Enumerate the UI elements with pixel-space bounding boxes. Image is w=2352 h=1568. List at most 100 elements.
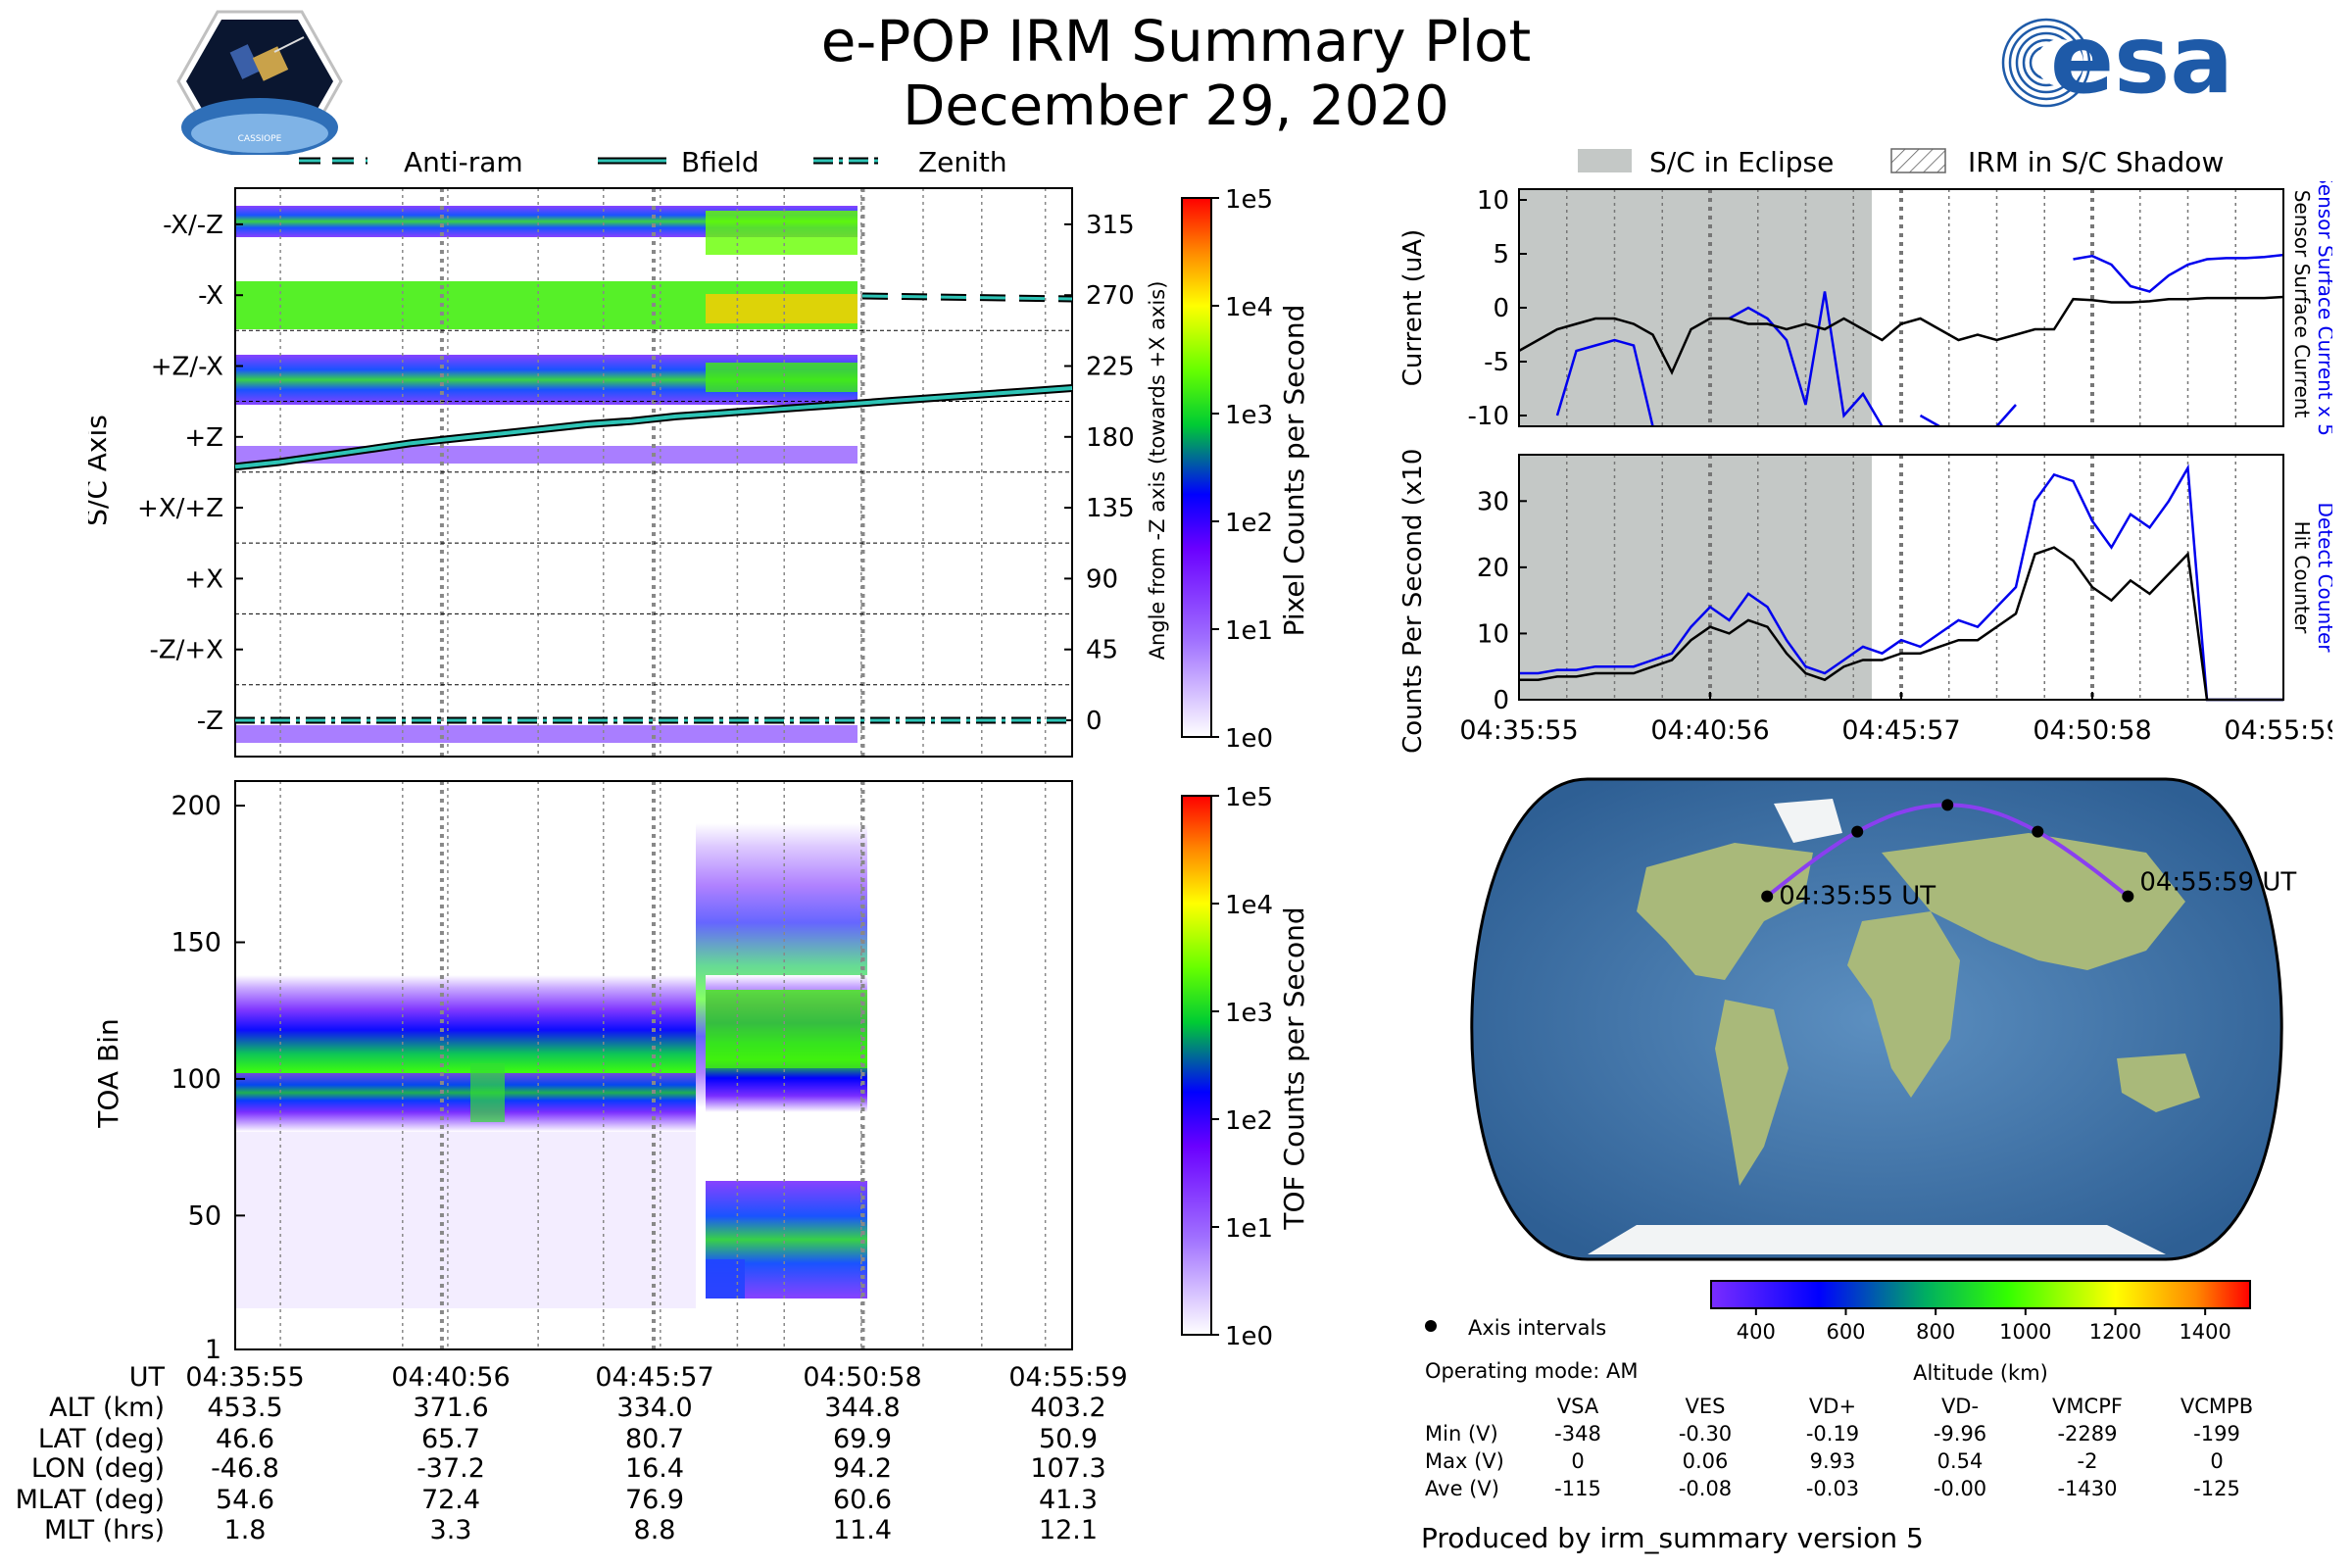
sc-right-tick: 0 <box>1086 707 1102 736</box>
legend-zenith: Zenith <box>918 146 1007 178</box>
voltage-cell: -2289 <box>2057 1422 2117 1446</box>
line-ytick: 20 <box>1477 554 1509 583</box>
ephemeris-row-label: MLAT (deg) <box>16 1485 165 1515</box>
ephemeris-cell: 04:35:55 <box>185 1362 304 1393</box>
pixel-colorbar-label: Pixel Counts per Second <box>1278 305 1310 637</box>
sc-left-tick: +X <box>184 564 223 594</box>
voltage-cell: -115 <box>1554 1477 1601 1500</box>
toa-tick: 1 <box>205 1335 221 1365</box>
anti-ram-trace <box>861 294 1073 301</box>
direction-legend: Anti-ram Bfield Zenith <box>299 146 1007 178</box>
axis-interval-dot <box>2122 890 2134 903</box>
colorbar-tick: 1e5 <box>1225 186 1273 215</box>
counts-panel: 30 20 10 004:35:55 04:40:56 04:45:57 04:50:58 0… <box>1398 449 2332 753</box>
legend-eclipse: S/C in Eclipse <box>1649 146 1834 178</box>
counts-y2label-black: Hit Counter <box>2290 521 2314 634</box>
ephemeris-row-label: LAT (deg) <box>38 1424 165 1454</box>
line-xtick: 04:45:57 <box>1841 715 1960 746</box>
colorbar-tick: 1e4 <box>1225 891 1273 920</box>
series-line-0 <box>2073 253 2284 293</box>
axis-interval-dot <box>2032 825 2044 838</box>
sc-right-tick: 270 <box>1086 281 1135 311</box>
ephemeris-cell: 69.9 <box>833 1424 892 1454</box>
eclipse-region-current <box>1519 189 1872 426</box>
ephemeris-cell: 453.5 <box>207 1393 282 1423</box>
sc-left-tick: -Z/+X <box>149 636 223 665</box>
sc-right-tick: 90 <box>1086 564 1118 594</box>
sc-right-tick: 180 <box>1086 423 1135 453</box>
ephemeris-cell: 371.6 <box>413 1393 488 1423</box>
map-end-label: 04:55:59 UT <box>2139 868 2296 898</box>
voltage-cell: -0.08 <box>1679 1477 1732 1500</box>
voltage-cell: 0 <box>2210 1449 2223 1473</box>
ephemeris-cell: 1.8 <box>224 1515 267 1545</box>
ephemeris-cell: 16.4 <box>625 1453 684 1484</box>
line-xtick: 04:55:59 <box>2224 715 2332 746</box>
axis-interval-dot <box>1851 825 1864 838</box>
sc-left-tick: +Z <box>184 423 223 453</box>
line-xtick: 04:50:58 <box>2033 715 2151 746</box>
altitude-tick: 1400 <box>2179 1320 2230 1344</box>
toa-tick: 100 <box>171 1064 221 1095</box>
ephemeris-cell: 334.0 <box>616 1393 692 1423</box>
axis-intervals-label: Axis intervals <box>1468 1316 1606 1340</box>
sc-left-tick: +Z/-X <box>151 353 223 382</box>
line-ytick: 0 <box>1493 294 1509 323</box>
series-line-0 <box>1995 404 2017 427</box>
voltage-header: VMCPF <box>2052 1395 2123 1418</box>
sc-count-band <box>706 211 858 255</box>
sc-left-tick: -X <box>198 281 223 311</box>
toa-tick: 200 <box>171 791 221 821</box>
series-line-0 <box>1919 414 1940 428</box>
sc-right-tick: 135 <box>1086 494 1135 523</box>
ephemeris-cell: 3.3 <box>430 1515 472 1545</box>
current-panel: 10 5 0 -5 -10 Current (uA) Sensor Surface Cu… <box>1398 181 2332 436</box>
voltage-cell: -9.96 <box>1934 1422 1986 1446</box>
shadow-swatch <box>1890 148 1946 173</box>
voltage-cell: -0.03 <box>1806 1477 1859 1500</box>
voltage-header: VES <box>1686 1395 1726 1418</box>
cassiope-mission-logo: CASSIOPE <box>176 10 343 155</box>
toa-tick: 50 <box>188 1200 221 1231</box>
series-line-0 <box>1519 464 2283 702</box>
ephemeris-cell: 403.2 <box>1030 1393 1105 1423</box>
esa-logo: esa <box>2001 14 2233 112</box>
sc-axis-panel: -X/-Z -X +Z/-X +Z +X/+Z +X -Z/+X -Z 315 270 225 180… <box>88 187 1169 758</box>
colorbar-tick: 1e3 <box>1225 999 1273 1028</box>
voltage-cell: 0.06 <box>1683 1449 1729 1473</box>
eclipse-region-counts <box>1519 455 1872 700</box>
bfield-trace <box>234 386 1073 469</box>
operating-mode: Operating mode: AM <box>1425 1359 1638 1383</box>
colorbar-tick: 1e0 <box>1225 1322 1273 1351</box>
page-title: e-POP IRM Summary Plot <box>820 8 1532 74</box>
series-line-1 <box>1519 546 2283 702</box>
sc-axis-y2label: Angle from -Z axis (towards +X axis) <box>1146 281 1169 661</box>
footer-credit: Produced by irm_summary version 5 <box>1421 1522 1924 1554</box>
voltage-table: VSA VES VD+ VD- VMCPF VCMPB Min (V) -348 -0.30 -0… <box>1425 1395 2253 1500</box>
colorbar-tick: 1e2 <box>1225 509 1273 538</box>
toa-ylabel: TOA Bin <box>92 1018 124 1128</box>
line-xtick: 04:40:56 <box>1650 715 1769 746</box>
tof-colorbar: 1e5 1e4 1e3 1e2 1e1 1e0 TOF Counts per Second <box>1181 784 1310 1351</box>
ephemeris-row-label: MLT (hrs) <box>44 1515 165 1545</box>
altitude-colorbar-label: Altitude (km) <box>1913 1361 2048 1385</box>
voltage-row-label: Max (V) <box>1425 1449 1504 1473</box>
voltage-cell: -2 <box>2078 1449 2098 1473</box>
axis-interval-dot <box>1941 799 1954 811</box>
ephemeris-cell: 50.9 <box>1039 1424 1098 1454</box>
ephemeris-row-label: LON (deg) <box>31 1453 165 1484</box>
counts-ylabel: Counts Per Second (x10^3) <box>1398 449 1428 753</box>
sc-left-tick: -Z <box>197 707 223 736</box>
colorbar-tick: 1e2 <box>1225 1106 1273 1136</box>
ephemeris-cell: 80.7 <box>625 1424 684 1454</box>
voltage-header: VD- <box>1941 1395 1979 1418</box>
sc-right-tick: 315 <box>1086 211 1135 240</box>
voltage-cell: -199 <box>2193 1422 2240 1446</box>
tof-colorbar-label: TOF Counts per Second <box>1278 906 1310 1230</box>
ephemeris-cell: -46.8 <box>211 1453 279 1484</box>
altitude-tick: 800 <box>1916 1320 1955 1344</box>
voltage-cell: -0.00 <box>1934 1477 1986 1500</box>
voltage-row-label: Min (V) <box>1425 1422 1498 1446</box>
ephemeris-cell: 12.1 <box>1039 1515 1098 1545</box>
voltage-cell: -0.19 <box>1806 1422 1859 1446</box>
